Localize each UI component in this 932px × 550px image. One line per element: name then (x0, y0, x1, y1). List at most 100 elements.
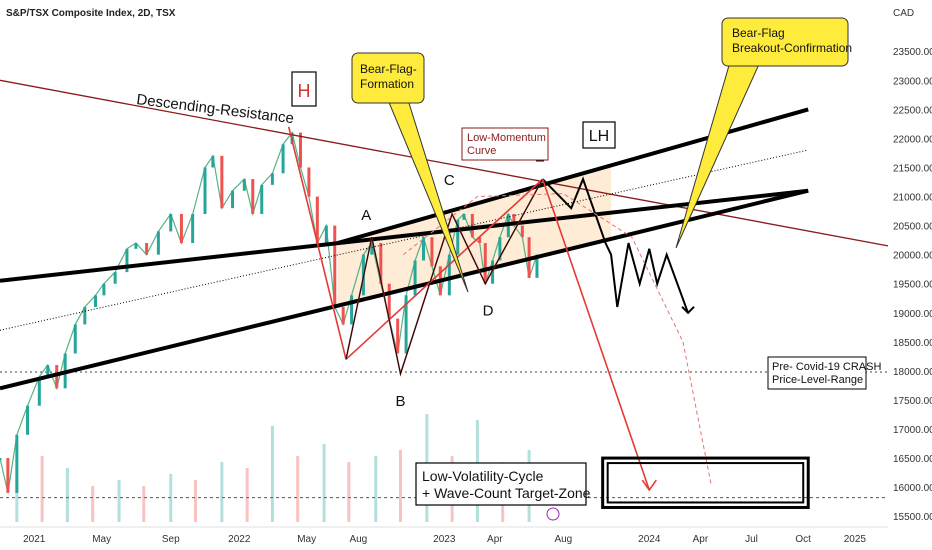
volume-bar (193, 480, 197, 522)
x-tick-label: May (92, 534, 111, 545)
price-candle (231, 190, 235, 209)
y-tick-label: 18000.00 (893, 367, 932, 378)
flag-line (345, 178, 544, 360)
price-candle (307, 167, 311, 197)
price-candle (55, 365, 59, 389)
channel-upper-line (337, 107, 809, 245)
x-tick-label: Oct (795, 534, 811, 545)
price-candle (379, 243, 383, 284)
price-candle (15, 434, 19, 493)
price-candle (251, 179, 255, 214)
x-tick-label: Apr (487, 534, 503, 545)
channel-shaded-area (337, 165, 612, 306)
wave-label: C (444, 172, 455, 189)
volume-bar (322, 444, 326, 522)
low-momentum-curve (402, 193, 712, 485)
x-tick-label: Apr (693, 534, 709, 545)
wave-label: B (395, 393, 405, 410)
y-tick-label: 22500.00 (893, 105, 932, 116)
price-candle (341, 306, 345, 325)
price-candle (430, 237, 434, 267)
wave-label: A (361, 207, 371, 224)
price-candle (211, 155, 215, 168)
x-tick-label: May (297, 534, 316, 545)
volume-bar (142, 486, 146, 522)
price-candle (298, 132, 302, 168)
volume-bar (169, 474, 173, 522)
price-candle (462, 213, 466, 220)
crash-arrow (541, 178, 651, 491)
price-candle (370, 243, 374, 255)
price-candle (145, 243, 149, 255)
x-tick-label: Aug (349, 534, 367, 545)
crash-arrowhead (641, 479, 657, 492)
event-marker-icon (546, 507, 560, 521)
y-tick-label: 19500.00 (893, 280, 932, 291)
price-candle (281, 144, 285, 174)
y-tick-label: 19000.00 (893, 309, 932, 320)
channel-bottom-line (0, 188, 809, 391)
projection-arrowhead (681, 306, 695, 315)
price-candle (191, 213, 195, 244)
volume-bar (117, 480, 121, 522)
volume-bar (220, 462, 224, 522)
channel-lower-line (0, 188, 809, 283)
x-axis: 2021 May Sep 2022 May Aug 2023 Apr Aug 2024 Apr Jul… (0, 526, 888, 545)
x-tick-label: 2021 (23, 534, 46, 545)
price-candle (333, 225, 337, 307)
price-candle (203, 167, 207, 214)
y-tick-label: 18500.00 (893, 338, 932, 349)
y-tick-label: 22000.00 (893, 134, 932, 145)
price-candle (315, 196, 319, 244)
low-momentum-label: Low-Momentum Curve (467, 132, 546, 157)
price-candle (179, 213, 183, 244)
x-tick-label: 2024 (638, 534, 661, 545)
y-tick-label: 20000.00 (893, 251, 932, 262)
bear-flag-formation-label: Bear-Flag-Formation (360, 62, 417, 91)
volume-bar (15, 480, 19, 522)
volume-bar (374, 456, 378, 522)
h-box (291, 71, 317, 107)
volume-bar (270, 426, 274, 522)
price-candle (156, 231, 160, 255)
price-candle (520, 225, 524, 238)
price-candle (260, 184, 264, 214)
low-momentum-box (461, 127, 549, 161)
price-candle (512, 213, 516, 226)
channel-mid-line (0, 149, 809, 331)
y-tick-label: 23000.00 (893, 76, 932, 87)
x-tick-label: Sep (162, 534, 180, 545)
price-candle (113, 272, 117, 284)
bear-flag-formation-box (351, 52, 425, 104)
price-candle (324, 225, 328, 244)
price-candle (26, 405, 30, 435)
lh-box (582, 121, 616, 149)
pre-covid-label: Pre- Covid-19 CRASH Price-Level-Range (772, 361, 881, 386)
price-candle (483, 243, 487, 284)
price-candle (220, 155, 224, 209)
target-zone-label: Low-Volatility-Cycle + Wave-Count Target-… (422, 468, 591, 501)
price-candle (134, 243, 138, 249)
volume-bar (65, 468, 69, 522)
bear-flag-breakout-label: Bear-Flag Breakout-Confirmation (732, 26, 852, 55)
y-axis: 23500.00 23000.00 22500.00 22000.00 21500.00… (893, 47, 932, 523)
projection-zigzag (541, 176, 689, 314)
price-candle (491, 260, 495, 284)
price-candle (73, 324, 77, 354)
h-label: H (298, 81, 311, 101)
lh-label: LH (589, 128, 609, 145)
chart-title: S&P/TSX Composite Index, 2D, TSX (6, 8, 176, 19)
x-tick-label: 2023 (433, 534, 456, 545)
price-candle (37, 376, 41, 406)
y-tick-label: 21000.00 (893, 193, 932, 204)
currency-label: CAD (893, 8, 914, 19)
price-candle (6, 458, 10, 493)
target-zone-outer (601, 456, 810, 509)
y-tick-label: 17000.00 (893, 425, 932, 436)
y-tick-label: 15500.00 (893, 512, 932, 523)
price-candle (169, 213, 173, 232)
price-candle (478, 237, 482, 244)
price-candle (125, 248, 129, 273)
